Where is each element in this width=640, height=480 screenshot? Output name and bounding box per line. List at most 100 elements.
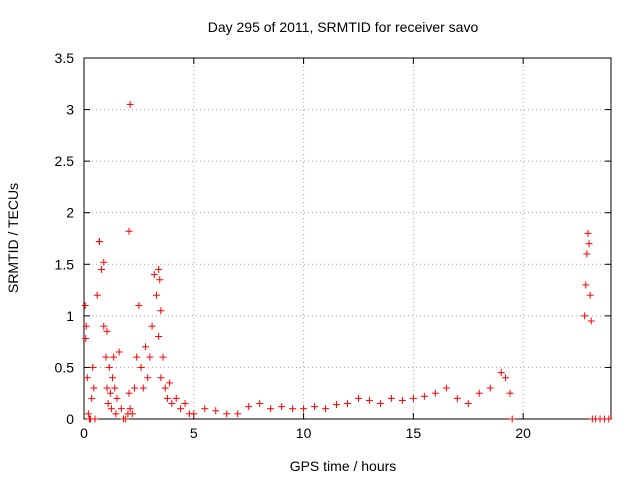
- data-point: [137, 363, 145, 371]
- data-point: [103, 384, 111, 392]
- x-tick-labels: 0 5 10 15 20: [80, 425, 531, 441]
- data-point: [177, 405, 185, 413]
- data-point: [322, 405, 330, 413]
- y-tick-labels: 0 0.5 1 1.5 2 2.5 3 3.5: [55, 50, 75, 427]
- data-point: [256, 400, 264, 408]
- data-point: [112, 410, 120, 418]
- data-point: [508, 415, 516, 423]
- data-point: [163, 394, 171, 402]
- data-point: [95, 238, 103, 246]
- data-point: [111, 384, 119, 392]
- data-point: [497, 369, 505, 377]
- data-point: [156, 276, 164, 284]
- data-point: [146, 353, 154, 361]
- data-point: [344, 400, 351, 408]
- data-point: [157, 374, 165, 382]
- data-point: [583, 250, 591, 258]
- data-point: [89, 363, 97, 371]
- data-point: [300, 405, 308, 413]
- data-point: [181, 400, 189, 408]
- data-point: [155, 332, 163, 340]
- data-point: [126, 405, 134, 413]
- data-point: [582, 281, 590, 289]
- data-point: [82, 335, 90, 343]
- data-point: [98, 265, 106, 273]
- data-point: [453, 394, 461, 402]
- data-point: [442, 384, 450, 392]
- data-point: [587, 317, 595, 325]
- data-point: [113, 394, 121, 402]
- data-point: [245, 403, 253, 411]
- data-point: [420, 392, 428, 400]
- data-point: [104, 400, 112, 408]
- data-point: [152, 291, 160, 299]
- x-tick-label: 15: [406, 425, 422, 441]
- data-point: [161, 384, 169, 392]
- data-point: [144, 374, 152, 382]
- data-point: [105, 363, 113, 371]
- data-point: [100, 258, 108, 266]
- data-point: [585, 240, 593, 248]
- data-point: [201, 405, 209, 413]
- data-point: [278, 403, 286, 411]
- data-point: [311, 403, 319, 411]
- y-tick-label: 2.5: [55, 153, 75, 169]
- y-tick-label: 0: [66, 411, 74, 427]
- data-point: [135, 302, 143, 310]
- data-point: [584, 229, 592, 237]
- data-point: [102, 353, 110, 361]
- data-point: [223, 410, 231, 418]
- data-point: [109, 374, 117, 382]
- data-point: [289, 405, 297, 413]
- y-tick-label: 2: [66, 205, 74, 221]
- data-point: [106, 389, 114, 397]
- data-point: [168, 400, 176, 408]
- data-point: [84, 410, 92, 418]
- data-point: [354, 394, 362, 402]
- chart-title: Day 295 of 2011, SRMTID for receiver sav…: [208, 19, 479, 35]
- data-point: [586, 291, 594, 299]
- data-point: [387, 394, 395, 402]
- data-point: [605, 415, 613, 423]
- data-point: [333, 401, 341, 409]
- data-point: [125, 227, 133, 235]
- data-point: [376, 400, 384, 408]
- data-point: [88, 394, 96, 402]
- data-point: [506, 389, 514, 397]
- axis-ticks: [83, 57, 611, 420]
- data-point: [103, 327, 111, 335]
- plot-frame: [83, 57, 612, 420]
- data-point: [133, 353, 141, 361]
- data-point: [486, 384, 494, 392]
- data-point: [126, 100, 134, 108]
- data-point: [82, 322, 90, 330]
- data-point: [234, 410, 242, 418]
- data-point: [131, 384, 139, 392]
- data-point: [159, 353, 167, 361]
- data-point: [100, 322, 108, 330]
- data-point: [172, 394, 180, 402]
- data-point: [107, 405, 115, 413]
- data-point: [91, 415, 99, 423]
- data-point: [267, 405, 275, 413]
- data-point: [581, 312, 589, 320]
- data-point: [125, 389, 133, 397]
- data-point: [166, 379, 174, 387]
- data-point: [128, 410, 136, 418]
- data-point: [365, 396, 373, 404]
- data-point: [90, 384, 98, 392]
- data-point: [150, 271, 158, 279]
- data-point: [148, 322, 156, 330]
- data-point: [464, 400, 472, 408]
- y-tick-label: 0.5: [55, 359, 75, 375]
- y-tick-label: 1: [66, 308, 74, 324]
- data-point: [475, 389, 483, 397]
- data-point: [409, 394, 417, 402]
- x-tick-label: 20: [515, 425, 531, 441]
- data-point: [122, 415, 130, 423]
- data-point: [398, 396, 406, 404]
- data-point: [157, 307, 165, 315]
- y-axis-label: SRMTID / TECUs: [5, 183, 21, 293]
- data-point: [155, 265, 163, 273]
